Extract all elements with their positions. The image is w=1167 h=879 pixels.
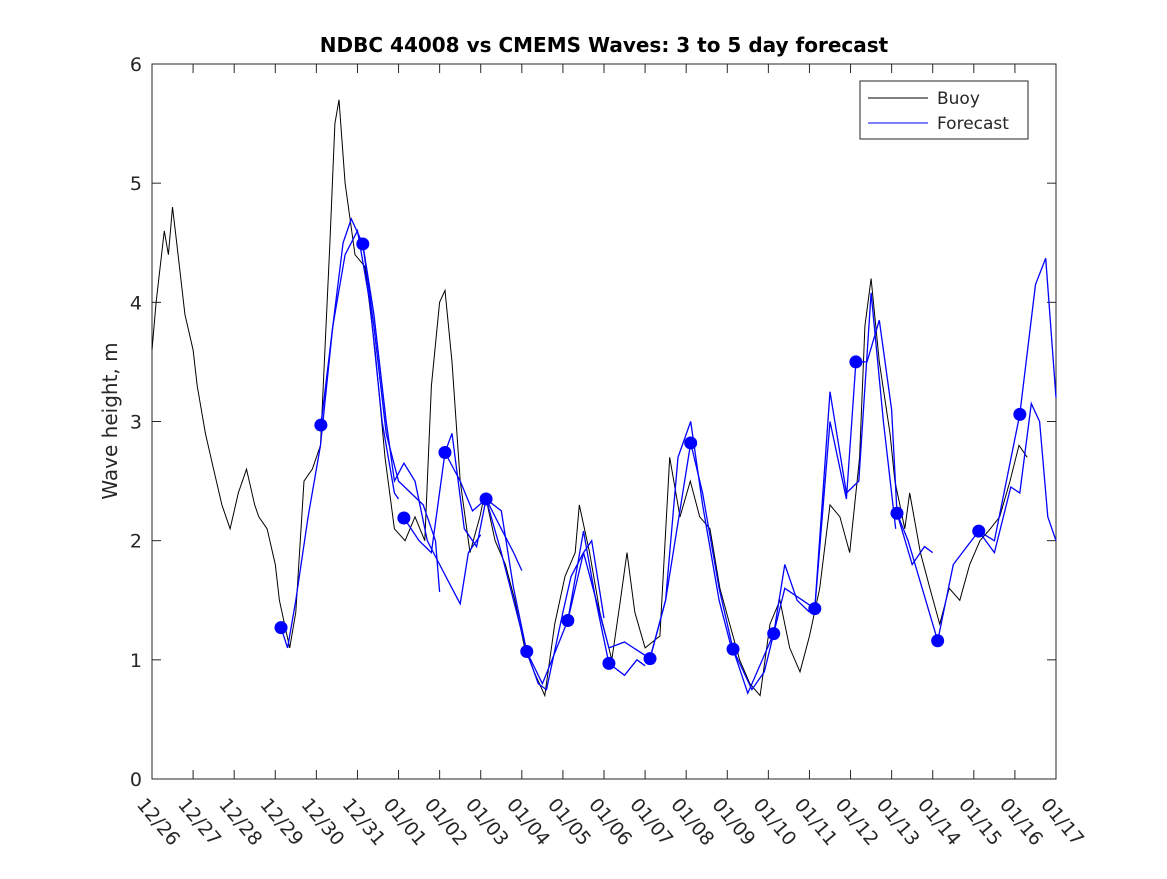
x-tick-label: 12/31 xyxy=(338,794,390,850)
forecast-point xyxy=(520,644,534,658)
x-tick-label: 01/17 xyxy=(1036,794,1088,850)
x-tick-label: 01/06 xyxy=(584,794,636,850)
x-tick-label: 12/27 xyxy=(173,794,225,850)
x-tick-label: 01/16 xyxy=(995,794,1047,850)
x-tick-label: 01/09 xyxy=(707,794,759,850)
forecast-point xyxy=(849,355,863,369)
forecast-point xyxy=(397,511,411,525)
x-tick-label: 01/14 xyxy=(913,794,965,850)
forecast-point xyxy=(1013,407,1027,421)
forecast-point xyxy=(274,621,288,635)
forecast-point xyxy=(314,418,328,432)
forecast-line xyxy=(280,228,400,649)
forecast-line xyxy=(649,442,810,691)
y-tick-label: 1 xyxy=(130,650,142,672)
x-tick-label: 01/15 xyxy=(954,794,1006,850)
forecast-point xyxy=(890,506,904,520)
y-tick-label: 0 xyxy=(130,769,142,791)
forecast-point xyxy=(602,656,616,670)
x-tick-label: 01/10 xyxy=(749,794,801,850)
forecast-point xyxy=(931,634,945,648)
forecast-point xyxy=(726,642,740,656)
y-tick-label: 6 xyxy=(130,54,142,76)
chart-title: NDBC 44008 vs CMEMS Waves: 3 to 5 day fo… xyxy=(320,33,889,57)
legend: Buoy Forecast xyxy=(859,80,1029,140)
x-tick-label: 01/11 xyxy=(790,794,842,850)
x-tick-label: 01/13 xyxy=(872,794,924,850)
y-axis-label: Wave height, m xyxy=(98,342,122,499)
x-tick-label: 12/30 xyxy=(297,794,349,850)
forecast-series xyxy=(280,217,1057,696)
forecast-line xyxy=(362,243,482,606)
x-tick-label: 01/07 xyxy=(625,794,677,850)
plot-area xyxy=(151,63,1057,780)
forecast-line xyxy=(320,217,441,592)
forecast-point xyxy=(479,492,493,506)
forecast-point xyxy=(972,524,986,538)
y-tick-label: 4 xyxy=(130,292,142,314)
x-tick-label: 01/02 xyxy=(420,794,472,850)
y-tick-label: 2 xyxy=(130,531,142,553)
x-tick-label: 12/29 xyxy=(255,794,307,850)
forecast-line xyxy=(485,498,646,686)
x-tick-label: 01/03 xyxy=(461,794,513,850)
legend-forecast-label: Forecast xyxy=(937,114,1009,134)
forecast-point xyxy=(684,436,698,450)
x-tick-label: 01/08 xyxy=(666,794,718,850)
x-tick-label: 01/01 xyxy=(379,794,431,850)
forecast-line xyxy=(814,320,934,609)
forecast-point xyxy=(438,445,452,459)
forecast-point xyxy=(561,614,575,628)
forecast-point xyxy=(643,652,657,666)
forecast-point xyxy=(356,237,370,251)
x-tick-label: 12/28 xyxy=(214,794,266,850)
x-tick-label: 01/12 xyxy=(831,794,883,850)
forecast-point xyxy=(767,627,781,641)
forecast-points xyxy=(274,237,1027,670)
legend-buoy-label: Buoy xyxy=(937,89,980,109)
x-tick-label: 12/26 xyxy=(132,794,184,850)
forecast-line xyxy=(978,401,1057,555)
y-tick-label: 5 xyxy=(130,173,142,195)
forecast-line xyxy=(896,257,1057,641)
forecast-point xyxy=(808,602,822,616)
x-tick-label: 01/04 xyxy=(502,794,554,850)
x-tick-label: 01/05 xyxy=(543,794,595,850)
y-tick-label: 3 xyxy=(130,412,142,434)
forecast-line xyxy=(444,452,605,691)
